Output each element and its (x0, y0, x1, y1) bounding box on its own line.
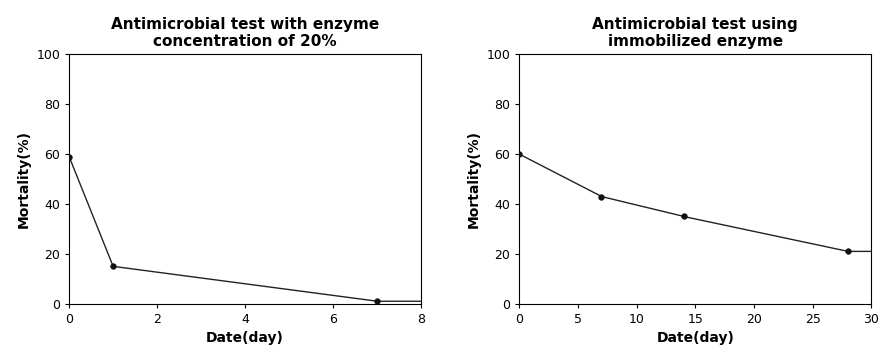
X-axis label: Date(day): Date(day) (657, 331, 735, 345)
X-axis label: Date(day): Date(day) (206, 331, 284, 345)
Y-axis label: Mortality(%): Mortality(%) (17, 130, 30, 228)
Title: Antimicrobial test with enzyme
concentration of 20%: Antimicrobial test with enzyme concentra… (111, 17, 379, 49)
Y-axis label: Mortality(%): Mortality(%) (467, 130, 481, 228)
Title: Antimicrobial test using
immobilized enzyme: Antimicrobial test using immobilized enz… (592, 17, 798, 49)
